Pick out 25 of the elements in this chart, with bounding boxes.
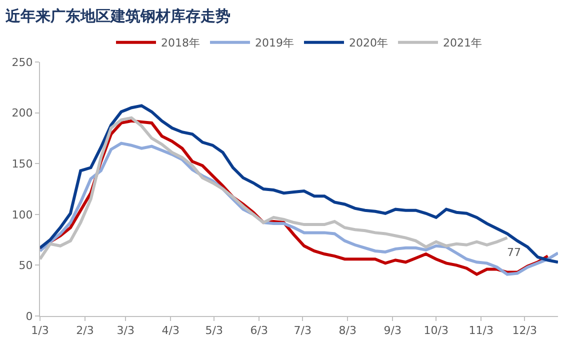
y-tick-label: 150 [12, 157, 33, 170]
x-tick-label: 4/3 [162, 324, 180, 338]
y-tick-label: 250 [12, 56, 33, 69]
x-tick-label: 3/3 [116, 324, 134, 338]
x-tick-label: 7/3 [294, 324, 312, 338]
legend-label: 2020年 [349, 36, 388, 50]
x-tick-label: 6/3 [250, 324, 268, 338]
x-tick-label: 12/3 [512, 324, 537, 338]
x-tick-label: 5/3 [205, 324, 223, 338]
line-series [40, 104, 558, 264]
chart-title: 近年来广东地区建筑钢材库存走势 [4, 6, 231, 25]
y-tick-label: 200 [12, 106, 33, 120]
legend-label: 2019年 [255, 36, 294, 50]
x-tick-label: 8/3 [338, 324, 356, 338]
x-tick-label: 9/3 [384, 324, 402, 338]
x-tick-label: 1/3 [31, 324, 49, 338]
y-tick-label: 50 [18, 259, 33, 272]
legend-label: 2021年 [443, 36, 482, 50]
annotation: 77 [507, 246, 521, 259]
x-tick-label: 11/3 [468, 324, 494, 338]
y-tick-label: 0 [26, 310, 33, 323]
x-tick-label: 2/3 [76, 324, 94, 338]
legend-label: 2018年 [161, 36, 200, 50]
x-tick-label: 10/3 [424, 324, 448, 338]
y-tick-label: 100 [12, 208, 33, 222]
